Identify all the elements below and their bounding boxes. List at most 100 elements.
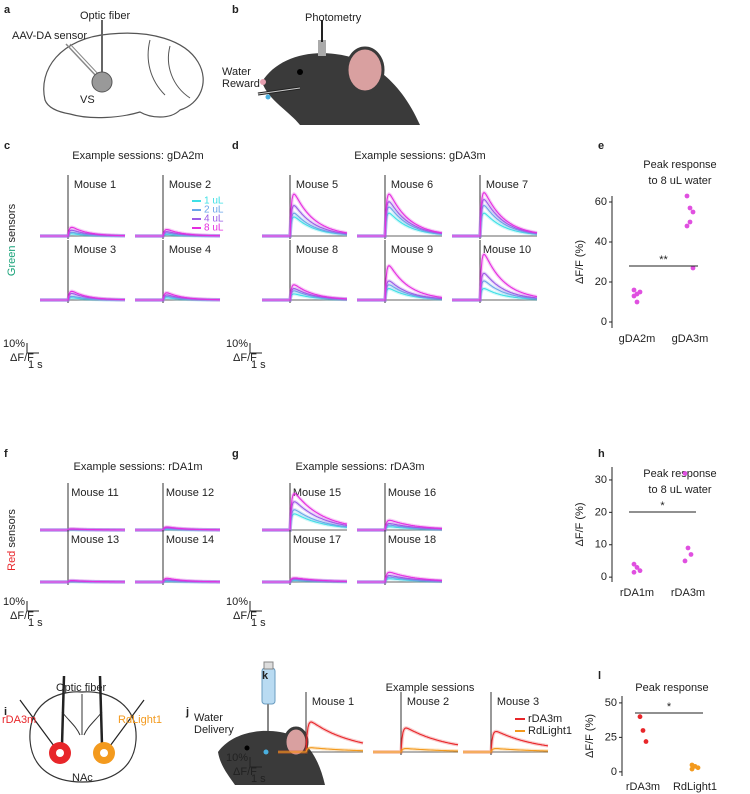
- y-axis-label: ΔF/F (%): [574, 240, 586, 284]
- panel-label: c: [4, 140, 10, 152]
- brain-outline: [29, 691, 137, 783]
- fiber: [60, 675, 66, 746]
- chart-title: Peak response: [643, 468, 716, 480]
- mouse-label: Mouse 5: [296, 179, 338, 191]
- panel-title: Example sessions: [386, 682, 475, 694]
- mouse-label: Mouse 13: [71, 534, 119, 546]
- row-label-color: Green: [6, 246, 18, 277]
- label: VS: [80, 94, 95, 106]
- injector: [109, 699, 145, 747]
- trace: [135, 292, 220, 301]
- label: Optic fiber: [80, 10, 130, 22]
- injector: [65, 43, 99, 79]
- panel-title: Example sessions: rDA3m: [296, 461, 425, 473]
- row-label-rest: sensors: [6, 509, 18, 551]
- y-tick-label: 0: [601, 571, 607, 583]
- scale-label: ΔF/F: [233, 352, 257, 364]
- y-tick-label: 30: [595, 474, 607, 486]
- x-tick-label: RdLight1: [673, 781, 717, 793]
- row-label: Red sensors: [6, 509, 18, 571]
- label: Water: [222, 66, 251, 78]
- label: AAV-DA sensor: [12, 30, 87, 42]
- y-tick-label: 50: [605, 697, 617, 709]
- legend-label: 4 uL: [204, 214, 224, 225]
- trace: [40, 528, 125, 531]
- mouse-label: Mouse 2: [407, 696, 449, 708]
- mouse-label: Mouse 14: [166, 534, 214, 546]
- mouse-label: Mouse 3: [74, 244, 116, 256]
- trace: [357, 193, 443, 237]
- point: [695, 765, 701, 771]
- label: NAc: [72, 772, 93, 784]
- point: [690, 209, 696, 215]
- chart-title: Peak response: [643, 159, 716, 171]
- scale-label: 10%: [226, 338, 248, 350]
- trace: [135, 228, 220, 237]
- significance: **: [659, 254, 668, 266]
- scale-label: 1 s: [251, 359, 266, 371]
- mouse-label: Mouse 7: [486, 179, 528, 191]
- x-tick-label: rDA3m: [626, 781, 660, 793]
- ferrule: [318, 40, 326, 56]
- mouse-label: Mouse 2: [169, 179, 211, 191]
- point: [643, 739, 649, 744]
- panel-label: d: [232, 140, 239, 152]
- trace: [262, 493, 348, 531]
- trace: [452, 191, 538, 237]
- injector: [69, 43, 101, 77]
- target-region: [91, 71, 113, 93]
- point: [637, 289, 643, 295]
- legend-label: 1 uL: [204, 196, 224, 207]
- brain-fold: [147, 39, 191, 99]
- mouse-label: Mouse 6: [391, 179, 433, 191]
- mouse-label: Mouse 11: [71, 487, 119, 499]
- panel-j: j Water Delivery: [185, 661, 325, 785]
- y-tick-label: 0: [611, 766, 617, 778]
- scale-label: 10%: [226, 752, 248, 764]
- panel-label: k: [262, 670, 269, 682]
- legend-label: RdLight1: [528, 725, 572, 737]
- panel-title: Example sessions: rDA1m: [74, 461, 203, 473]
- row-label-rest: sensors: [6, 203, 18, 245]
- mouse-label: Mouse 17: [293, 534, 341, 546]
- y-tick-label: 40: [595, 236, 607, 248]
- point: [688, 552, 694, 557]
- y-tick-label: 60: [595, 196, 607, 208]
- panel-label: j: [185, 706, 189, 718]
- panel-a: a Optic fiber AAV-DA sensor VS: [4, 4, 204, 119]
- x-tick-label: gDA3m: [672, 333, 709, 345]
- panel-label: e: [598, 140, 604, 152]
- legend-label: rDA3m: [528, 713, 562, 725]
- trace: [262, 577, 347, 583]
- panel-label: i: [4, 706, 7, 718]
- trace: [463, 748, 549, 753]
- water-tube: [257, 87, 301, 95]
- mouse-eye: [244, 745, 250, 751]
- chart-title: to 8 uL water: [648, 175, 712, 187]
- point: [634, 299, 640, 305]
- y-axis-label: ΔF/F (%): [574, 502, 586, 546]
- trace: [262, 284, 347, 301]
- trace: [40, 226, 126, 237]
- point: [684, 223, 690, 229]
- point: [631, 561, 637, 567]
- x-tick-label: rDA3m: [671, 587, 705, 599]
- trace: [40, 579, 125, 583]
- mouse-label: Mouse 16: [388, 487, 436, 499]
- label: Delivery: [194, 724, 234, 736]
- x-tick-label: gDA2m: [619, 333, 656, 345]
- chart-title: to 8 uL water: [648, 484, 712, 496]
- row-label-color: Red: [6, 551, 18, 571]
- trace: [357, 519, 442, 531]
- point: [682, 558, 688, 564]
- x-tick-label: rDA1m: [620, 587, 654, 599]
- y-tick-label: 20: [595, 506, 607, 518]
- label: RdLight1: [118, 714, 162, 726]
- scale-label: ΔF/F: [10, 352, 34, 364]
- fiber: [98, 675, 104, 746]
- panel-b: b Photometry Water Reward: [222, 4, 420, 125]
- y-tick-label: 10: [595, 539, 607, 551]
- trace: [135, 577, 220, 583]
- row-label: Green sensors: [6, 203, 18, 276]
- scale-label: 1 s: [28, 359, 43, 371]
